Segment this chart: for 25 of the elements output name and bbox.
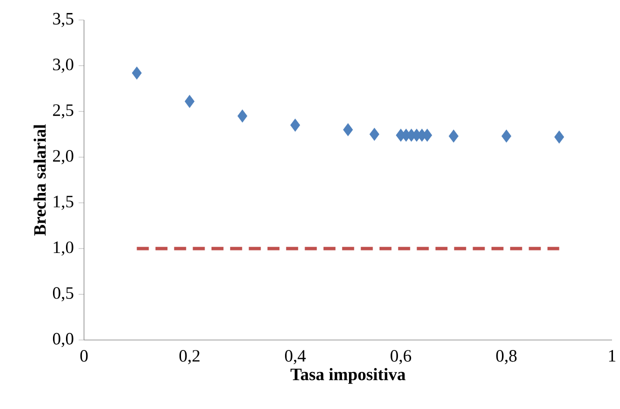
y-tick-label: 3,0 <box>53 58 74 73</box>
point <box>502 130 512 143</box>
point <box>448 130 458 143</box>
point <box>238 110 248 122</box>
y-axis-title: Brecha salarial <box>34 124 46 236</box>
x-tick-label: 0,6 <box>390 350 412 364</box>
x-tick-label: 0,8 <box>496 350 517 364</box>
x-tick-label: 0,2 <box>179 350 200 364</box>
point <box>132 66 142 80</box>
y-tick-label: 3,5 <box>53 12 74 28</box>
x-tick-label: 1 <box>609 350 616 362</box>
x-tick-label: 0,4 <box>285 350 306 364</box>
point <box>343 123 353 136</box>
point <box>554 130 564 144</box>
y-tick-label: 1,0 <box>54 241 74 256</box>
point <box>370 128 380 141</box>
y-tick-label: 0,0 <box>52 332 74 348</box>
y-tick-label: 1,5 <box>54 196 74 210</box>
x-axis-title: Tasa impositiva <box>290 368 406 384</box>
point <box>290 118 300 132</box>
y-tick-label: 0,5 <box>52 287 74 302</box>
x-tick-label: 0 <box>80 350 88 362</box>
y-tick-label: 2,0 <box>53 150 74 164</box>
y-tick-label: 2,5 <box>53 104 74 119</box>
point <box>184 94 194 108</box>
